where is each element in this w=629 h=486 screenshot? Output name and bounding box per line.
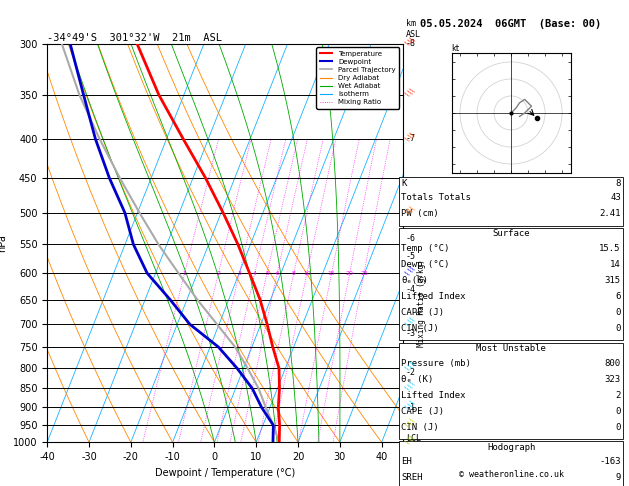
Legend: Temperature, Dewpoint, Parcel Trajectory, Dry Adiabat, Wet Adiabat, Isotherm, Mi: Temperature, Dewpoint, Parcel Trajectory… (316, 47, 399, 109)
Text: 5: 5 (265, 271, 269, 276)
Text: \: \ (404, 438, 411, 446)
Text: \: \ (409, 360, 416, 367)
Text: km
ASL: km ASL (406, 19, 421, 39)
Text: LCL: LCL (406, 434, 421, 443)
Text: \: \ (409, 316, 416, 323)
Text: 15.5: 15.5 (599, 244, 621, 253)
Text: -5: -5 (406, 252, 416, 260)
Text: 315: 315 (604, 276, 621, 285)
Text: 9: 9 (615, 473, 621, 483)
Text: 0: 0 (615, 308, 621, 317)
Text: 0: 0 (615, 423, 621, 432)
Text: \: \ (409, 265, 416, 272)
Text: \: \ (404, 404, 411, 411)
Text: CIN (J): CIN (J) (401, 324, 439, 333)
Text: 6: 6 (276, 271, 279, 276)
Text: 0: 0 (615, 324, 621, 333)
Text: EH: EH (401, 457, 412, 467)
Text: Most Unstable: Most Unstable (476, 344, 546, 353)
Text: -6: -6 (406, 234, 416, 243)
Text: θₑ (K): θₑ (K) (401, 375, 433, 384)
Text: -4: -4 (406, 285, 416, 294)
Text: PW (cm): PW (cm) (401, 209, 439, 219)
Text: \: \ (406, 362, 413, 370)
Text: \: \ (409, 86, 416, 94)
Text: 6: 6 (615, 292, 621, 301)
Text: Dewp (°C): Dewp (°C) (401, 260, 450, 269)
Text: CAPE (J): CAPE (J) (401, 407, 444, 416)
Text: -2: -2 (406, 368, 416, 377)
Text: \: \ (409, 130, 416, 138)
Text: 8: 8 (615, 179, 621, 189)
Text: 15: 15 (328, 271, 335, 276)
Text: -8: -8 (406, 39, 416, 48)
Text: -3: -3 (406, 329, 416, 338)
Text: CIN (J): CIN (J) (401, 423, 439, 432)
Text: \: \ (409, 434, 416, 441)
Text: \: \ (406, 267, 413, 275)
Text: Temp (°C): Temp (°C) (401, 244, 450, 253)
Text: \: \ (409, 399, 416, 406)
Text: \: \ (406, 37, 413, 45)
Text: \: \ (406, 419, 413, 427)
Text: \: \ (409, 417, 416, 424)
Text: \: \ (404, 91, 411, 99)
Text: 2: 2 (216, 271, 220, 276)
Text: \: \ (404, 385, 411, 392)
Text: \: \ (404, 270, 411, 277)
Text: 05.05.2024  06GMT  (Base: 00): 05.05.2024 06GMT (Base: 00) (420, 19, 602, 30)
Text: 43: 43 (610, 193, 621, 203)
Text: \: \ (404, 364, 411, 372)
Text: \: \ (404, 422, 411, 429)
Text: Totals Totals: Totals Totals (401, 193, 471, 203)
Text: Lifted Index: Lifted Index (401, 292, 466, 301)
Text: Mixing Ratio (g/kg): Mixing Ratio (g/kg) (417, 259, 426, 347)
Text: SREH: SREH (401, 473, 423, 483)
Text: 20: 20 (346, 271, 353, 276)
Text: \: \ (406, 88, 413, 96)
Text: \: \ (406, 436, 413, 444)
Text: 4: 4 (253, 271, 257, 276)
Text: Pressure (mb): Pressure (mb) (401, 359, 471, 368)
Text: 2.41: 2.41 (599, 209, 621, 219)
Text: CAPE (J): CAPE (J) (401, 308, 444, 317)
Text: \: \ (404, 40, 411, 48)
Text: 1: 1 (182, 271, 186, 276)
Text: 0: 0 (615, 407, 621, 416)
Text: -163: -163 (599, 457, 621, 467)
Text: -1: -1 (406, 403, 416, 412)
Text: 14: 14 (610, 260, 621, 269)
Text: 3: 3 (237, 271, 242, 276)
Text: 25: 25 (360, 271, 368, 276)
Text: \: \ (409, 380, 416, 387)
Y-axis label: hPa: hPa (0, 234, 8, 252)
Text: \: \ (409, 204, 416, 211)
Text: \: \ (406, 207, 413, 214)
Text: kt: kt (452, 44, 460, 53)
Text: \: \ (406, 318, 413, 326)
Text: \: \ (404, 135, 411, 142)
Text: -7: -7 (406, 135, 416, 143)
Text: \: \ (404, 209, 411, 216)
Text: 10: 10 (303, 271, 311, 276)
Text: Hodograph: Hodograph (487, 443, 535, 452)
Text: θₑ(K): θₑ(K) (401, 276, 428, 285)
Text: 323: 323 (604, 375, 621, 384)
Text: \: \ (404, 321, 411, 328)
Text: \: \ (406, 401, 413, 409)
Text: K: K (401, 179, 407, 189)
Text: Lifted Index: Lifted Index (401, 391, 466, 400)
Text: 8: 8 (292, 271, 296, 276)
Text: -34°49'S  301°32'W  21m  ASL: -34°49'S 301°32'W 21m ASL (47, 33, 222, 43)
X-axis label: Dewpoint / Temperature (°C): Dewpoint / Temperature (°C) (155, 468, 295, 478)
Text: 800: 800 (604, 359, 621, 368)
Text: \: \ (406, 133, 413, 140)
Text: 2: 2 (615, 391, 621, 400)
Text: © weatheronline.co.uk: © weatheronline.co.uk (459, 469, 564, 479)
Text: \: \ (406, 382, 413, 390)
Text: Surface: Surface (493, 229, 530, 239)
Text: \: \ (409, 35, 416, 43)
